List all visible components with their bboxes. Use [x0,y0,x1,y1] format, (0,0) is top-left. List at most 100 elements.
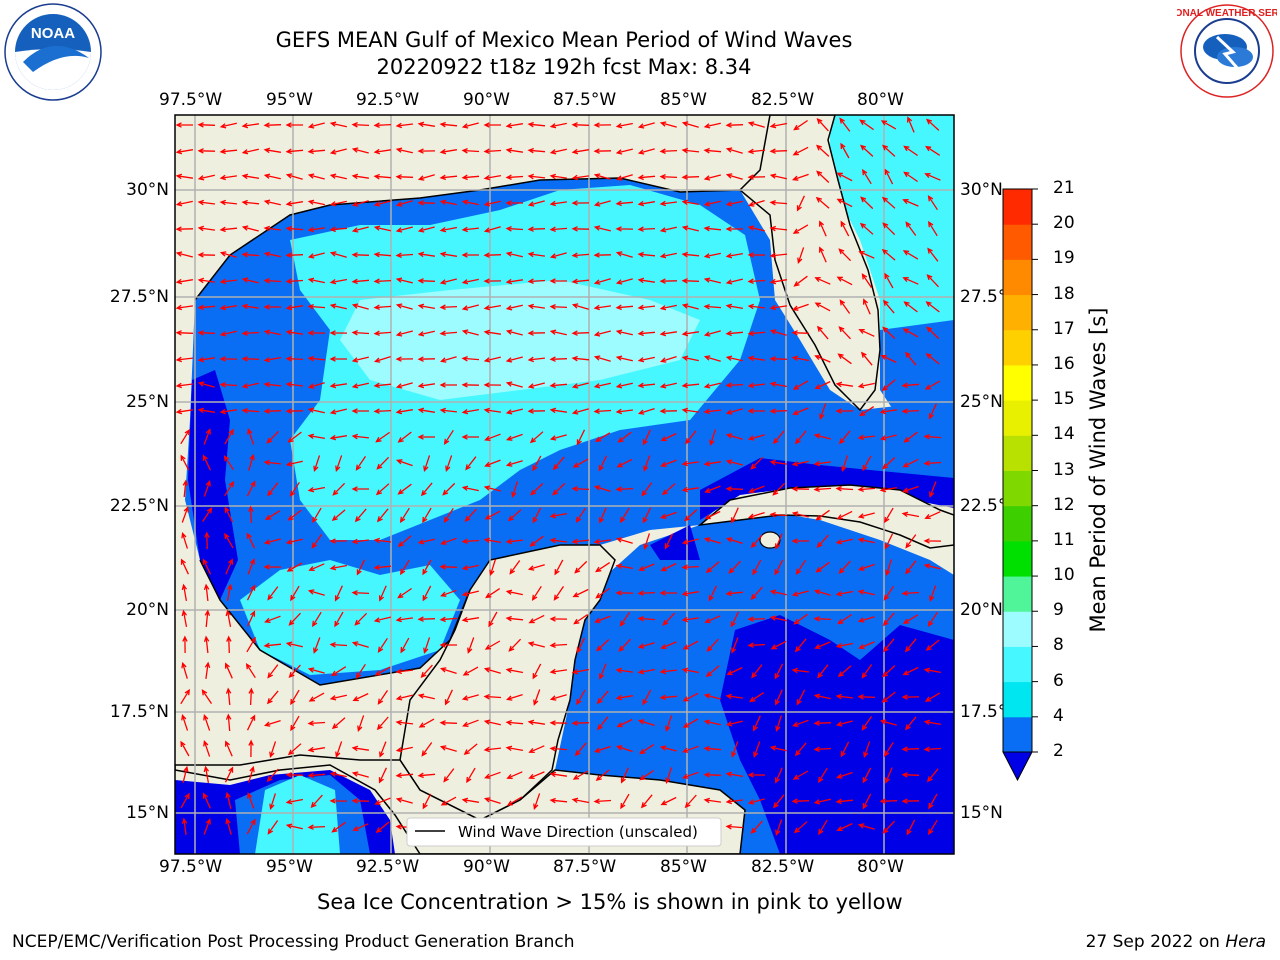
wind-arrow [926,274,939,288]
wind-arrow [247,792,255,809]
wind-arrow [923,719,942,726]
wind-arrow [772,482,786,496]
wind-arrow [769,225,788,232]
wind-arrow [747,278,766,285]
gulf-under-zone [188,370,238,600]
wind-arrow [681,147,700,154]
wind-arrow [505,122,524,129]
wind-arrow [637,356,655,363]
colorbar-tick-label: 2 [1053,741,1064,761]
wind-arrow [180,454,190,471]
wind-arrow [637,615,656,622]
wind-arrow [204,661,211,679]
wind-arrow [835,771,853,779]
wind-arrow [752,715,761,732]
wind-arrow [226,635,232,654]
atlantic-blue-zone [880,320,954,420]
wind-arrow [351,486,369,492]
wind-arrow [422,793,432,810]
wind-arrow [203,428,211,445]
wind-arrow [246,584,256,601]
footer-date: 27 Sep 2022 on Hera [1086,932,1266,952]
wind-arrow [395,122,413,129]
colorbar-segment [1003,681,1032,718]
wind-arrow [747,174,766,180]
nws-logo-text: NATIONAL WEATHER SERVICE [1177,8,1277,19]
wind-arrow [225,817,232,835]
wind-arrow [659,355,677,363]
wind-arrow [285,200,304,207]
wind-arrow [681,460,699,467]
wind-arrow [307,824,326,830]
wind-arrow [285,772,304,778]
wind-arrow [571,252,590,259]
wind-arrow [181,661,188,679]
wind-arrow [483,485,501,492]
colorbar-segments [1003,189,1032,753]
wind-arrow [725,590,744,597]
wind-arrow [725,408,743,415]
wind-arrow [703,174,721,181]
pacific-cyan-zone [255,775,340,854]
wind-arrow [706,638,719,653]
lon-label: 85°W [660,90,707,110]
lon-label: 97.5°W [159,90,223,110]
legend-label: Wind Wave Direction (unscaled) [458,823,698,841]
wind-arrow [201,689,213,704]
wind-arrow [246,818,256,835]
lat-label: 15°N [960,803,1003,823]
wind-arrow [747,616,766,622]
wind-arrow [266,690,279,705]
colorbar-segment [1003,294,1032,331]
wind-arrow [750,456,764,470]
wind-arrow [175,304,193,311]
wind-arrow [180,428,190,445]
wind-arrow [637,148,655,155]
wind-arrow [615,226,634,232]
wind-arrow [175,251,193,258]
wind-arrow [905,716,917,731]
wind-arrow [395,797,413,804]
wind-arrow [461,434,479,440]
wind-arrow [549,278,567,284]
wind-arrow [461,355,480,362]
wind-arrow [835,538,853,545]
wind-arrow [351,382,369,389]
colorbar-segment [1003,540,1032,577]
wind-arrow [903,301,918,313]
wind-arrow [549,797,568,804]
wind-arrow [747,408,765,414]
wind-arrow [241,277,259,284]
wind-arrow [882,820,895,834]
wind-arrow [529,431,544,444]
wind-arrow [461,485,479,492]
wind-arrow [642,507,652,524]
wind-arrow [571,200,590,206]
wind-arrow [857,694,876,700]
wind-arrow [395,303,413,310]
wind-arrow [224,662,233,679]
wind-arrow [664,533,674,550]
wind-arrow [769,278,788,285]
caribbean-under-zone [720,615,954,854]
wind-arrow [483,407,501,414]
wind-arrow [620,507,630,524]
wind-arrow [307,746,326,753]
lat-label: 30°N [126,180,169,200]
wind-arrow [704,485,721,493]
wind-arrow [659,668,677,675]
wind-arrow [395,772,414,779]
wind-arrow [879,486,898,493]
wind-arrow [181,713,189,731]
wind-arrow [681,590,700,597]
wind-arrow [264,615,281,623]
wind-arrow [483,329,501,336]
colorbar-segment [1003,364,1032,401]
wind-arrow [928,819,938,836]
wind-arrow [440,537,457,545]
wind-arrow [312,507,322,524]
wind-arrow [397,587,412,599]
wind-arrow [572,770,589,780]
wind-arrow [659,408,678,414]
